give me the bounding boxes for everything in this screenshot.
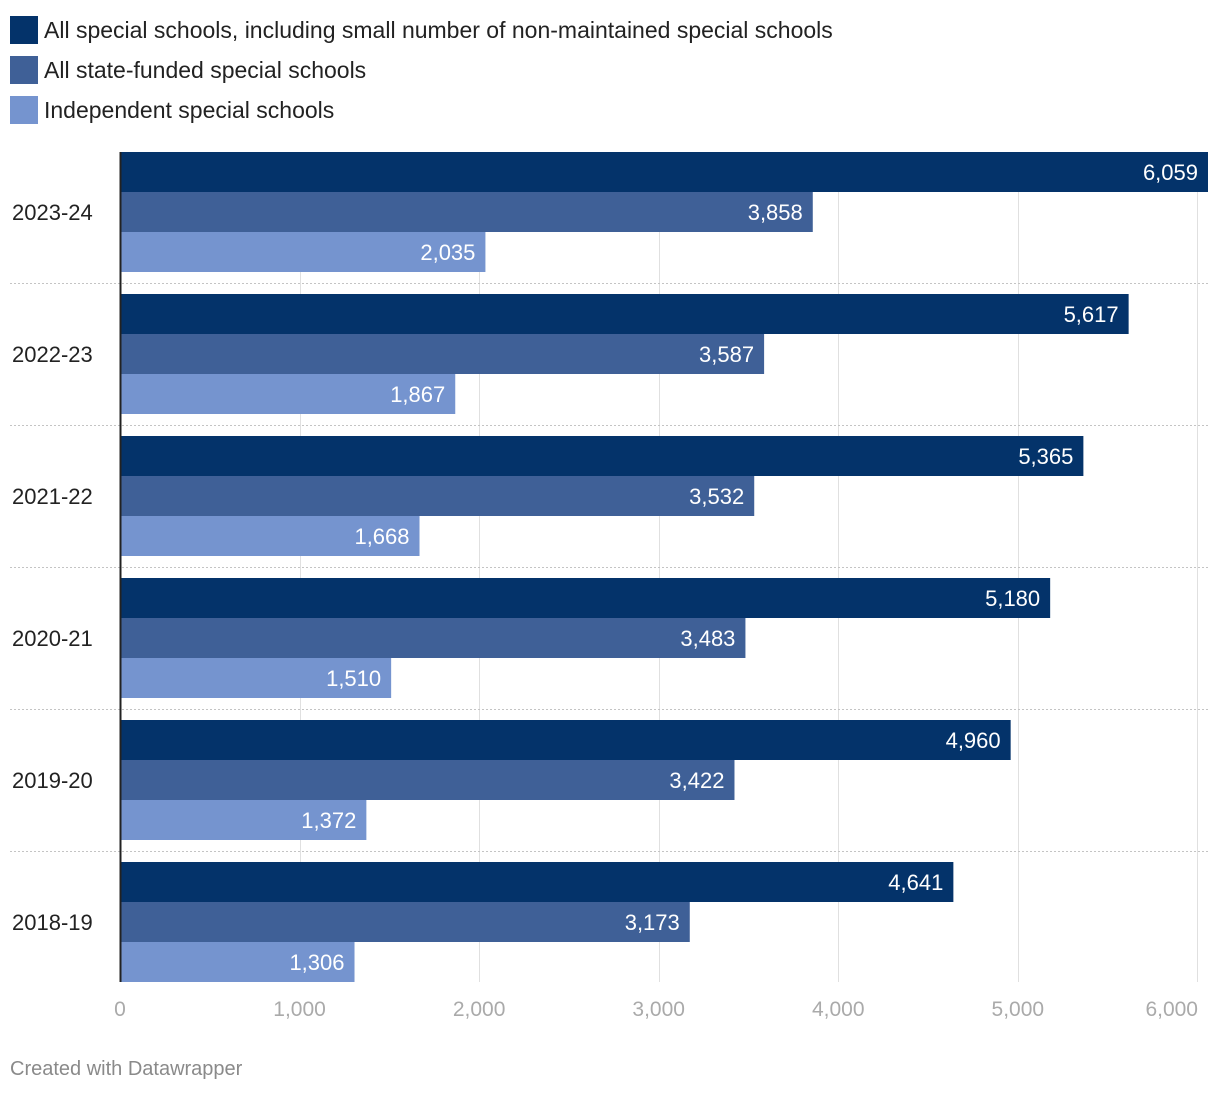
x-tick-label: 0 bbox=[114, 998, 126, 1021]
x-tick-label: 5,000 bbox=[992, 998, 1045, 1021]
bar-value-label: 4,960 bbox=[946, 728, 1001, 753]
category-label: 2020-21 bbox=[12, 626, 93, 651]
bar-value-label: 5,365 bbox=[1018, 444, 1073, 469]
bar bbox=[120, 942, 355, 982]
category-label: 2023-24 bbox=[12, 200, 93, 225]
bar-value-label: 4,641 bbox=[888, 870, 943, 895]
legend-label: Independent special schools bbox=[44, 96, 335, 123]
bar bbox=[120, 294, 1129, 334]
bar-value-label: 3,858 bbox=[748, 200, 803, 225]
bar-value-label: 3,587 bbox=[699, 342, 754, 367]
bar-value-label: 1,510 bbox=[326, 666, 381, 691]
category-label: 2018-19 bbox=[12, 910, 93, 935]
footer-credit[interactable]: Created with Datawrapper bbox=[10, 1058, 243, 1080]
legend-swatch bbox=[10, 16, 38, 44]
category-label: 2019-20 bbox=[12, 768, 93, 793]
category-label: 2021-22 bbox=[12, 484, 93, 509]
bar bbox=[120, 720, 1011, 760]
bar-value-label: 3,483 bbox=[680, 626, 735, 651]
bar-value-label: 5,617 bbox=[1064, 302, 1119, 327]
bar bbox=[120, 516, 420, 556]
bar-value-label: 3,173 bbox=[625, 910, 680, 935]
bar-value-label: 6,059 bbox=[1143, 160, 1198, 185]
bar bbox=[120, 476, 755, 516]
x-tick-label: 1,000 bbox=[273, 998, 326, 1021]
bar-value-label: 1,306 bbox=[289, 950, 344, 975]
category-label: 2022-23 bbox=[12, 342, 93, 367]
bar-value-label: 1,372 bbox=[301, 808, 356, 833]
bar bbox=[120, 862, 954, 902]
bar bbox=[120, 152, 1208, 192]
legend-item: All state-funded special schools bbox=[10, 50, 833, 90]
x-tick-label: 3,000 bbox=[632, 998, 685, 1021]
legend-item: Independent special schools bbox=[10, 90, 833, 130]
bar bbox=[120, 618, 746, 658]
bar-chart: 0 1,000 2,000 3,000 4,000 5,000 6,000 2023-24 6,… bbox=[10, 152, 1210, 1021]
legend-label: All state-funded special schools bbox=[44, 56, 367, 83]
x-tick-label: 4,000 bbox=[812, 998, 865, 1021]
bar-value-label: 3,422 bbox=[669, 768, 724, 793]
bar bbox=[120, 192, 813, 232]
bar-value-label: 5,180 bbox=[985, 586, 1040, 611]
bar-value-label: 1,867 bbox=[390, 382, 445, 407]
bar-value-label: 3,532 bbox=[689, 484, 744, 509]
bar bbox=[120, 578, 1051, 618]
bar-value-label: 2,035 bbox=[420, 240, 475, 265]
bar bbox=[120, 800, 367, 840]
bar bbox=[120, 760, 735, 800]
bar bbox=[120, 902, 690, 942]
bar bbox=[120, 374, 456, 414]
legend-item: All special schools, including small num… bbox=[10, 10, 833, 50]
bar bbox=[120, 658, 392, 698]
x-tick-label: 2,000 bbox=[453, 998, 506, 1021]
x-tick-label: 6,000 bbox=[1145, 998, 1198, 1021]
bar bbox=[120, 334, 765, 374]
bar-value-label: 1,668 bbox=[354, 524, 409, 549]
legend: All special schools, including small num… bbox=[10, 10, 833, 130]
legend-label: All special schools, including small num… bbox=[44, 16, 833, 43]
bar bbox=[120, 232, 486, 272]
legend-swatch bbox=[10, 96, 38, 124]
bar bbox=[120, 436, 1084, 476]
legend-swatch bbox=[10, 56, 38, 84]
